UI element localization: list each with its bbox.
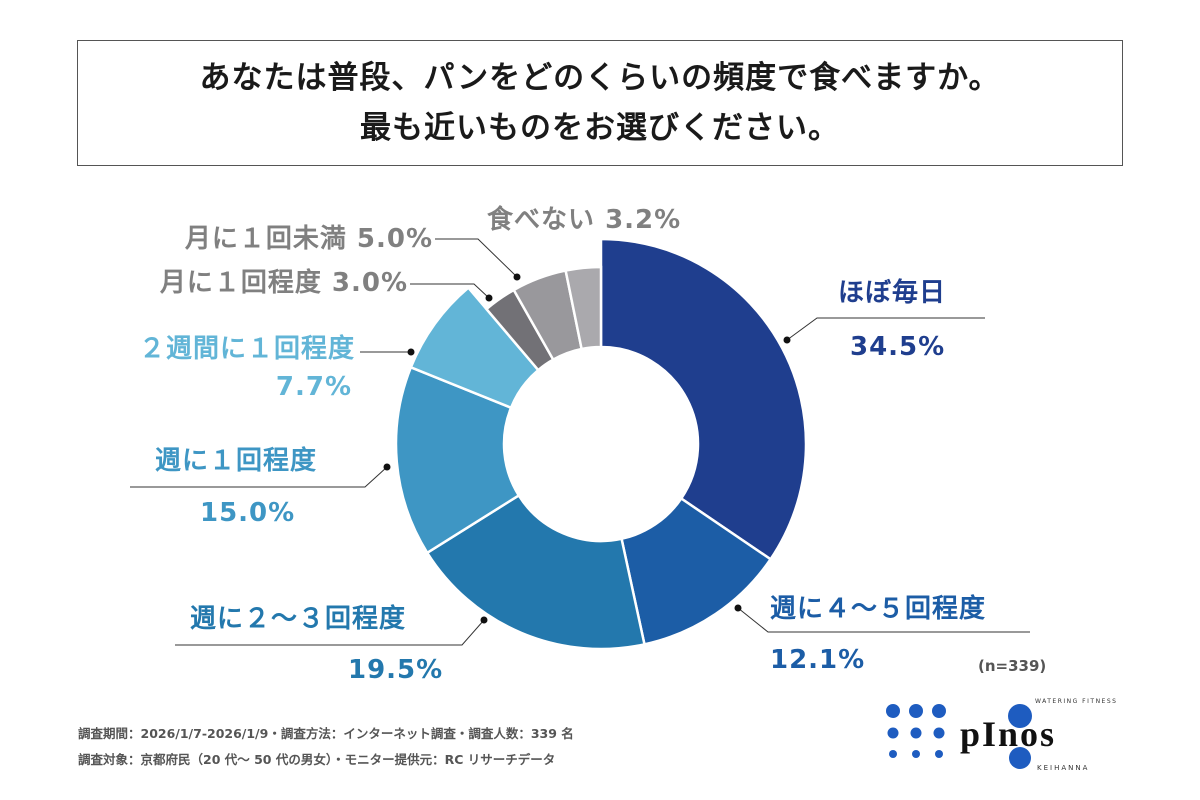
pct-biweekly: 7.7%: [275, 372, 352, 402]
pct-4-5: 12.1%: [770, 645, 866, 675]
leader-dot: [480, 616, 488, 624]
svg-text:WATERING FITNESS: WATERING FITNESS: [1035, 698, 1117, 705]
leader-line-2-3: [175, 619, 485, 646]
footer-line-2: 調査対象：京都府民（20 代～ 50 代の男女）・モニター提供元：RC リサーチ…: [78, 752, 556, 767]
sample-size: (n=339): [978, 657, 1047, 675]
pct-monthly: 3.0%: [331, 268, 408, 298]
leader-dot: [383, 463, 391, 471]
label-monthly: 月に１回程度 3.0%: [160, 268, 408, 298]
donut-slice-1: [620, 496, 773, 646]
question-line-1: あなたは普段、パンをどのくらいの頻度で食べますか。: [199, 60, 1001, 96]
svg-text:pInos: pInos: [960, 714, 1056, 754]
question-line-2: 最も近いものをお選びください。: [360, 110, 840, 146]
leader-dot: [783, 336, 791, 344]
label-less-monthly: 月に１回未満 5.0%: [185, 224, 433, 254]
donut-slice-4: [409, 285, 540, 410]
pct-daily: 34.5%: [850, 332, 946, 362]
leader-dot: [734, 604, 742, 612]
svg-text:KEIHANNA: KEIHANNA: [1037, 764, 1089, 772]
leader-line-daily: [786, 317, 985, 341]
donut-slice-7: [564, 265, 603, 351]
label-none-text: 食べない: [487, 205, 596, 235]
pct-none: 3.2%: [605, 205, 682, 235]
label-monthly-text: 月に１回程度: [159, 268, 322, 298]
question-title-box: あなたは普段、パンをどのくらいの頻度で食べますか。 最も近いものをお選びください…: [77, 40, 1123, 166]
leader-line-monthly: [410, 283, 490, 299]
footer-line-1: 調査期間：2026/1/7-2026/1/9・調査方法：インターネット調査・調査…: [78, 726, 574, 741]
pinos-logo: pInos WATERING FITNESS KEIHANNA: [886, 698, 1117, 772]
label-less-monthly-text: 月に１回未満: [184, 224, 347, 254]
leader-dot: [513, 273, 521, 281]
leader-dot: [407, 348, 415, 356]
label-biweekly: ２週間に１回程度: [138, 334, 355, 364]
donut-slice-3: [394, 365, 521, 555]
leader-line-less-monthly: [435, 238, 518, 278]
leader-line-weekly: [130, 466, 388, 488]
pct-2-3: 19.5%: [348, 655, 444, 685]
leader-line-4-5: [737, 607, 1030, 633]
label-weekly: 週に１回程度: [155, 446, 318, 476]
pct-less-monthly: 5.0%: [356, 224, 433, 254]
label-none: 食べない 3.2%: [487, 205, 681, 235]
label-daily: ほぼ毎日: [838, 278, 947, 308]
label-2-3: 週に２～３回程度: [190, 604, 407, 634]
leader-dot: [485, 294, 493, 302]
pct-weekly: 15.0%: [200, 498, 296, 528]
donut-slice-0: [599, 237, 808, 561]
label-4-5: 週に４～５回程度: [770, 594, 987, 624]
donut-slice-2: [425, 493, 646, 651]
